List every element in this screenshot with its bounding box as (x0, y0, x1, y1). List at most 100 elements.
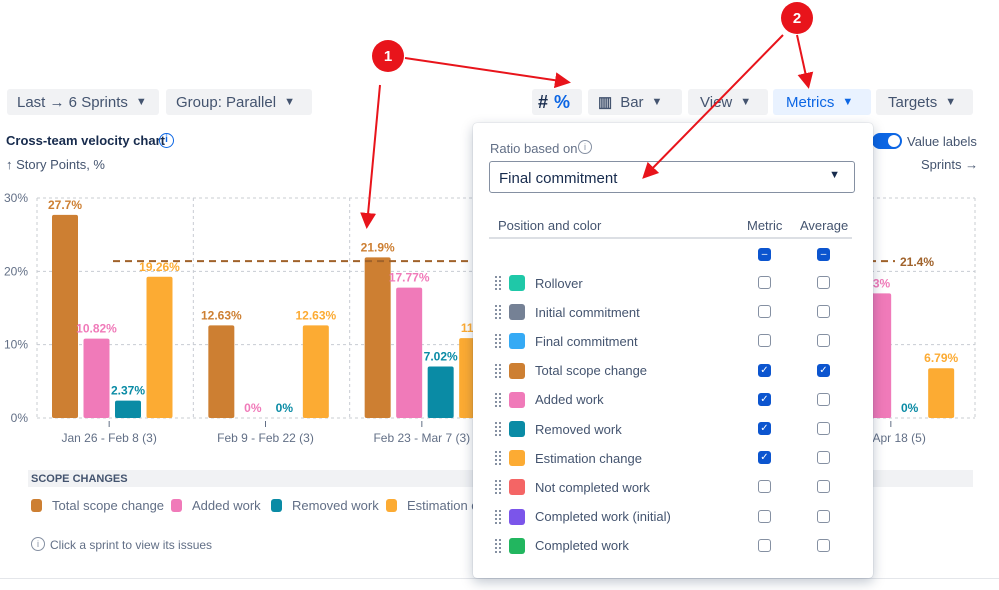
percent-mode-button[interactable]: % (554, 91, 571, 112)
chart-type-dropdown[interactable]: ▥ Bar ▼ (588, 89, 682, 115)
average-checkbox[interactable]: ✓ (817, 363, 830, 377)
drag-handle-icon[interactable] (495, 276, 501, 290)
metric-checkbox[interactable]: ✓ (758, 392, 771, 406)
targets-dropdown[interactable]: Targets ▼ (876, 89, 973, 115)
data-label: 21.9% (361, 240, 395, 254)
metric-checkbox[interactable] (758, 276, 771, 289)
average-checkbox[interactable] (817, 538, 830, 552)
chevron-down-icon: ▼ (135, 96, 147, 108)
metric-checkbox[interactable] (758, 480, 771, 494)
group-label: Group: Parallel (176, 93, 277, 111)
chevron-down-icon: ▼ (740, 96, 752, 108)
x-tick-label: Feb 23 - Mar 7 (3) (373, 431, 470, 445)
y-tick-label: 20% (4, 264, 28, 278)
drag-handle-icon[interactable] (495, 538, 501, 553)
metric-checkbox[interactable]: ✓ (758, 363, 771, 377)
metric-row: Rollover (495, 272, 855, 294)
legend-item[interactable]: Estimation c (386, 498, 478, 513)
color-swatch[interactable] (509, 421, 525, 437)
metric-row-label: Rollover (535, 275, 583, 291)
ratio-select[interactable]: Final commitment ▼ (489, 161, 855, 193)
x-tick-label: Feb 9 - Feb 22 (3) (217, 431, 314, 445)
metric-row-label: Final commitment (535, 333, 638, 349)
group-dropdown[interactable]: Group: Parallel ▼ (166, 89, 312, 115)
metric-checkbox[interactable] (758, 305, 771, 319)
average-checkbox[interactable] (817, 305, 830, 319)
bar (208, 325, 235, 418)
view-dropdown[interactable]: View ▼ (688, 89, 768, 115)
color-swatch[interactable] (509, 333, 525, 350)
drag-handle-icon[interactable] (495, 334, 501, 349)
column-metric: Metric (747, 218, 783, 233)
metric-row: Total scope change (495, 360, 855, 382)
color-swatch[interactable] (509, 537, 525, 554)
metric-row: Final commitment (495, 330, 855, 352)
metric-checkbox[interactable] (758, 509, 771, 523)
data-label: 7.02% (424, 350, 458, 364)
metric-checkbox[interactable] (758, 334, 771, 348)
color-swatch[interactable] (509, 479, 525, 496)
drag-handle-icon[interactable] (495, 451, 501, 466)
ratio-label: Ratio based on (490, 141, 578, 156)
bar (52, 214, 78, 418)
legend-item[interactable]: Added work (171, 498, 261, 513)
data-label: 0% (901, 401, 919, 415)
x-tick-label: 5 - Apr 18 (5) (856, 431, 926, 445)
targets-label: Targets (888, 93, 938, 111)
average-checkbox[interactable] (817, 334, 830, 348)
view-label: View (700, 93, 733, 111)
unit-toggle[interactable]: #% (532, 89, 582, 115)
legend-item[interactable]: Removed work (271, 498, 379, 513)
metric-row-label: Not completed work (535, 479, 650, 495)
average-checkbox[interactable] (817, 392, 830, 406)
count-mode-button[interactable]: # (538, 91, 549, 112)
average-checkbox[interactable] (817, 276, 830, 289)
color-swatch[interactable] (509, 275, 525, 291)
average-checkbox[interactable] (817, 422, 830, 435)
column-position: Position and color (498, 218, 602, 233)
bar (146, 276, 173, 418)
color-swatch[interactable] (509, 508, 525, 525)
color-swatch[interactable] (509, 450, 525, 467)
average-select-all-checkbox[interactable]: – (817, 248, 830, 261)
bar (302, 325, 329, 418)
info-icon[interactable]: i (578, 140, 592, 154)
color-swatch[interactable] (509, 304, 525, 321)
average-checkbox[interactable] (817, 451, 830, 465)
data-label: 12.63% (201, 308, 242, 322)
ratio-select-value: Final commitment (499, 170, 618, 187)
metric-checkbox[interactable]: ✓ (758, 451, 771, 465)
metric-row-label: Total scope change (535, 363, 648, 379)
drag-handle-icon[interactable] (495, 363, 501, 378)
drag-handle-icon[interactable] (495, 509, 501, 524)
data-label: 6.79% (924, 351, 958, 365)
sprint-range-dropdown[interactable]: Last → 6 Sprints ▼ (7, 89, 159, 115)
velocity-chart[interactable]: 0% 10% 20% 30% Jan 26 - Feb 8 (3) 27.7% 10.82%… (0, 185, 999, 455)
metric-row-label: Removed work (535, 421, 622, 437)
drag-handle-icon[interactable] (495, 422, 501, 436)
drag-handle-icon[interactable] (495, 305, 501, 320)
metric-row-label: Initial commitment (535, 304, 640, 320)
drag-handle-icon[interactable] (495, 392, 501, 407)
average-checkbox[interactable] (817, 509, 830, 523)
metric-checkbox[interactable]: ✓ (758, 422, 771, 435)
average-checkbox[interactable] (817, 480, 830, 494)
metric-row-label: Completed work (535, 538, 629, 554)
metrics-dropdown[interactable]: Metrics ▼ (773, 89, 871, 115)
color-swatch[interactable] (509, 362, 525, 379)
legend-item[interactable]: Total scope change (31, 498, 164, 513)
info-icon: i (31, 537, 45, 551)
info-icon[interactable]: i (159, 133, 174, 148)
value-labels-toggle[interactable] (872, 133, 902, 149)
metric-checkbox[interactable] (758, 538, 771, 552)
chevron-down-icon: ▼ (829, 169, 840, 181)
metric-select-all-checkbox[interactable]: – (758, 248, 771, 261)
y-axis-unit: ↑ Story Points, % (6, 157, 105, 172)
metric-row: Completed work (495, 535, 855, 557)
drag-handle-icon[interactable] (495, 480, 501, 495)
data-label: 17.77% (389, 271, 430, 285)
bar (396, 287, 423, 418)
legend-label: Total scope change (52, 498, 165, 513)
bar (427, 366, 454, 418)
color-swatch[interactable] (509, 391, 525, 408)
